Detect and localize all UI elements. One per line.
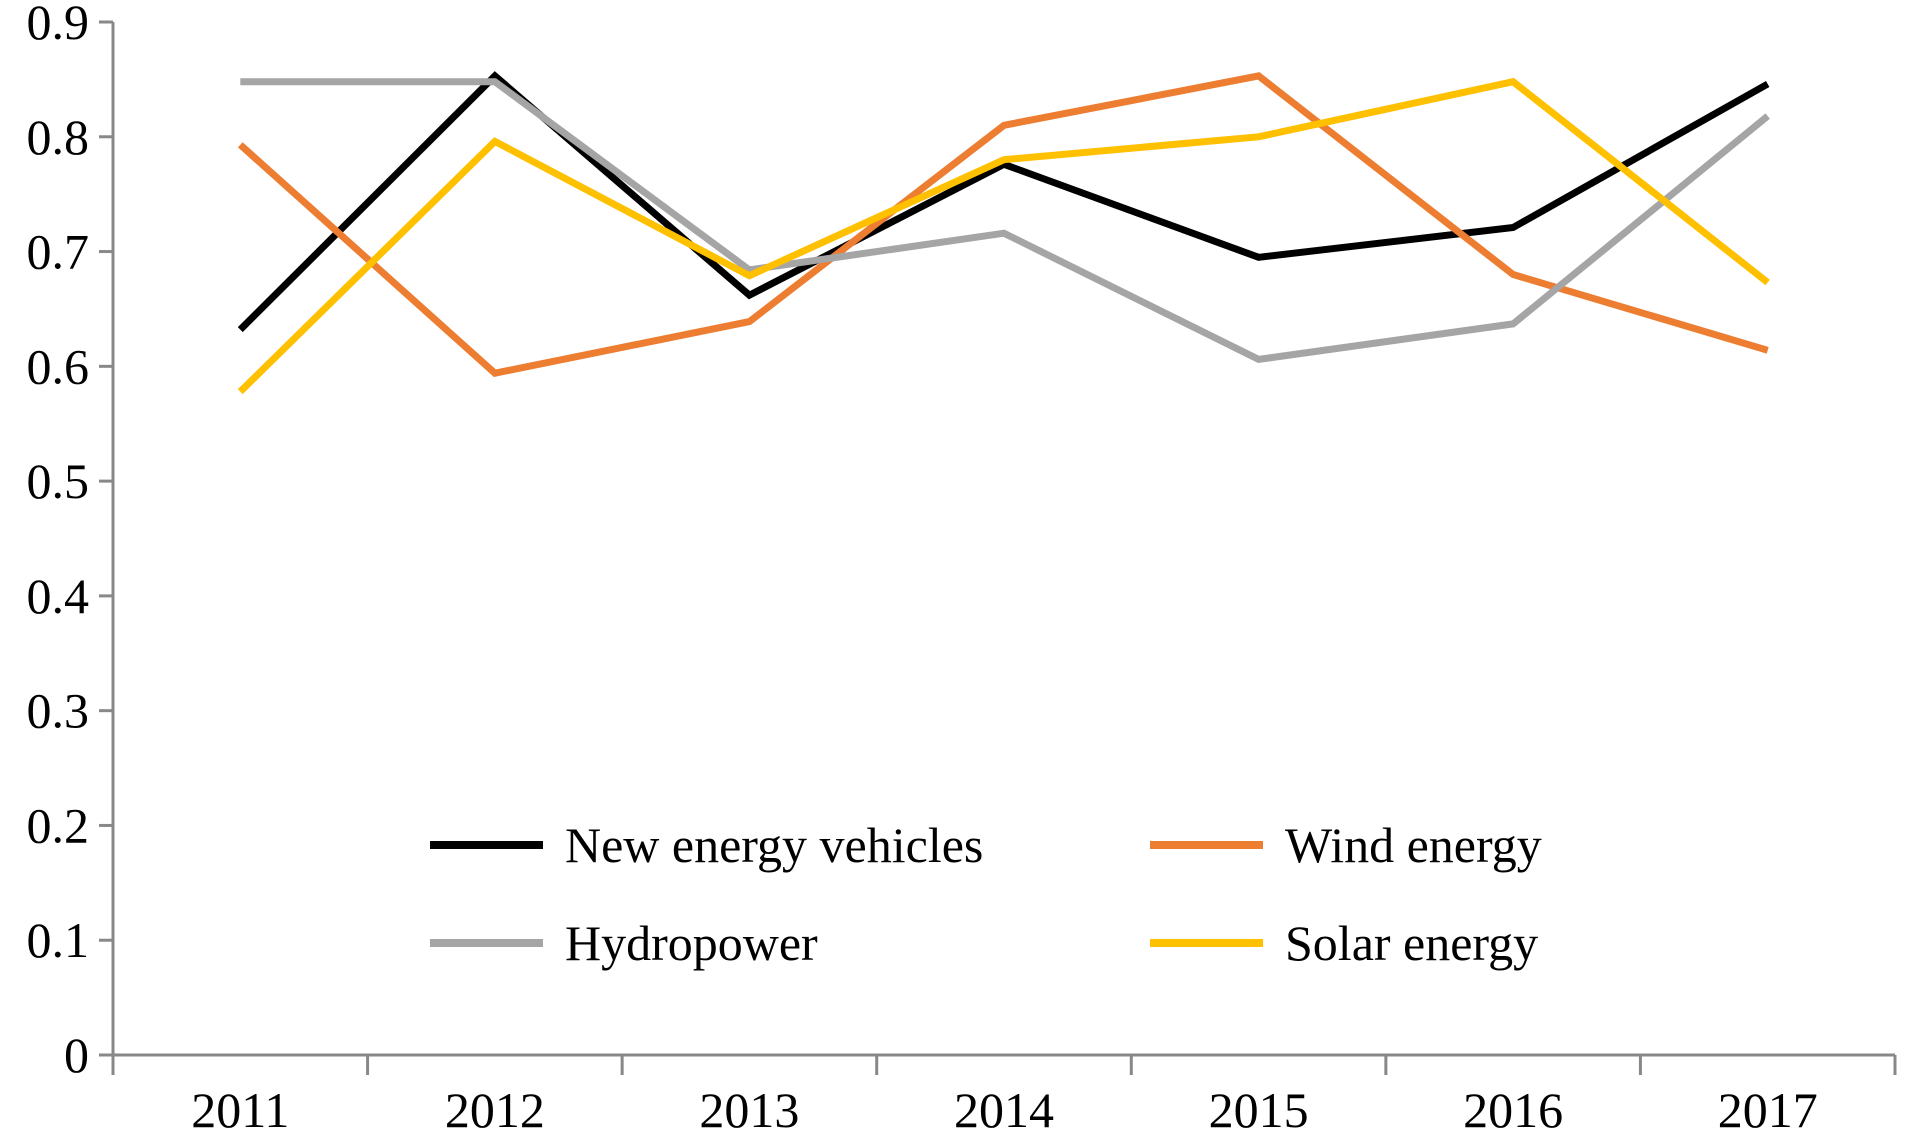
- legend-label: Solar energy: [1285, 915, 1538, 971]
- x-tick-label: 2013: [699, 1082, 799, 1138]
- legend-item-wind-energy: Wind energy: [1150, 817, 1542, 873]
- y-tick-label: 0.9: [27, 0, 90, 50]
- x-tick-label: 2015: [1209, 1082, 1309, 1138]
- series-line-new-energy-vehicles: [237, 71, 1770, 333]
- x-tick-label: 2011: [191, 1082, 289, 1138]
- legend-item-hydropower: Hydropower: [430, 915, 818, 971]
- series-line-wind-energy: [237, 72, 1769, 377]
- legend-label: New energy vehicles: [565, 817, 983, 873]
- y-tick-label: 0.6: [27, 338, 90, 394]
- y-tick-label: 0.7: [27, 224, 90, 280]
- axes: [111, 22, 1895, 1057]
- series-line-solar-energy: [237, 77, 1770, 395]
- y-tick-label: 0: [64, 1027, 89, 1083]
- y-tick-label: 0.4: [27, 568, 90, 624]
- legend-item-new-energy-vehicles: New energy vehicles: [430, 817, 983, 873]
- y-tick-label: 0.8: [27, 109, 90, 165]
- x-tick-label: 2012: [445, 1082, 545, 1138]
- x-tick-label: 2017: [1718, 1082, 1818, 1138]
- legend: New energy vehicles Wind energy Hydropower…: [430, 817, 1542, 971]
- series-line-hydropower: [240, 78, 1770, 364]
- y-tick-label: 0.5: [27, 453, 90, 509]
- legend-label: Hydropower: [565, 915, 818, 971]
- y-ticks: 0 0.1 0.2 0.3 0.4 0.5 0.6 0.7 0.8 0.9: [27, 0, 113, 1083]
- x-ticks: 2011 2012 2013 2014 2015 2016 2017: [111, 1055, 1897, 1138]
- y-tick-label: 0.3: [27, 683, 90, 739]
- y-tick-label: 0.1: [27, 912, 90, 968]
- x-tick-label: 2014: [954, 1082, 1054, 1138]
- legend-label: Wind energy: [1285, 817, 1542, 873]
- legend-item-solar-energy: Solar energy: [1150, 915, 1538, 971]
- y-tick-label: 0.2: [27, 797, 90, 853]
- x-tick-label: 2016: [1463, 1082, 1563, 1138]
- series-lines: [237, 71, 1770, 395]
